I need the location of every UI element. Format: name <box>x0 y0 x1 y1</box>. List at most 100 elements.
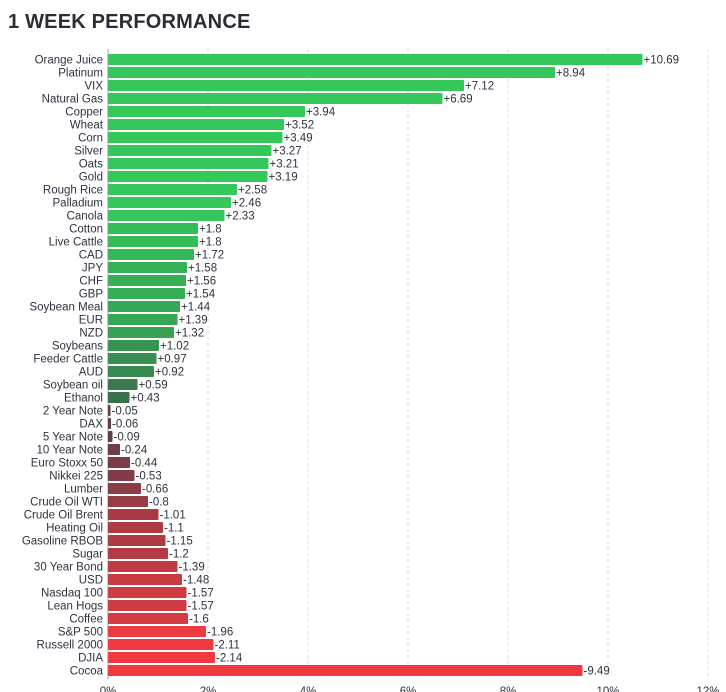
category-label: Natural Gas <box>42 94 104 106</box>
bar <box>108 67 555 78</box>
category-label: Russell 2000 <box>37 640 103 652</box>
category-label: Feeder Cattle <box>33 354 103 366</box>
x-tick-label: 10% <box>596 686 619 692</box>
category-label: 30 Year Bond <box>34 562 103 574</box>
value-label: +3.21 <box>270 159 299 171</box>
category-label: Nasdaq 100 <box>41 588 103 600</box>
category-label: Cocoa <box>70 666 104 678</box>
bar <box>108 665 583 676</box>
category-label: Rough Rice <box>43 185 103 197</box>
value-label: -1.6 <box>189 614 209 626</box>
value-label: +0.92 <box>155 367 184 379</box>
value-label: +1.02 <box>160 341 189 353</box>
category-label: CAD <box>79 250 103 262</box>
bar <box>108 106 305 117</box>
category-label: Live Cattle <box>49 237 103 249</box>
category-label: Soybean Meal <box>29 302 103 314</box>
chart-title: 1 WEEK PERFORMANCE <box>8 11 251 33</box>
category-label: 10 Year Note <box>36 445 103 457</box>
category-label: Orange Juice <box>35 55 103 67</box>
value-label: +10.69 <box>644 55 680 67</box>
value-label: +1.72 <box>195 250 224 262</box>
bar <box>108 288 185 299</box>
value-label: -1.01 <box>160 510 186 522</box>
value-label: -1.39 <box>179 562 205 574</box>
category-label: DAX <box>79 419 103 431</box>
category-label: Soybean oil <box>43 380 103 392</box>
value-label: +6.69 <box>444 94 473 106</box>
value-label: -1.1 <box>164 523 184 535</box>
value-label: +1.54 <box>186 289 216 301</box>
value-label: -0.8 <box>149 497 169 509</box>
value-label: -0.09 <box>114 432 140 444</box>
category-label: CHF <box>79 276 103 288</box>
value-label: +7.12 <box>465 81 494 93</box>
value-label: +8.94 <box>556 68 586 80</box>
bar <box>108 561 178 572</box>
category-label: GBP <box>79 289 104 301</box>
x-tick-label: 6% <box>400 686 417 692</box>
value-label: -0.05 <box>112 406 138 418</box>
category-label: Platinum <box>58 68 103 80</box>
value-label: +3.27 <box>273 146 302 158</box>
bar <box>108 652 215 663</box>
bar <box>108 483 141 494</box>
value-label: +0.97 <box>158 354 187 366</box>
category-label: Nikkei 225 <box>49 471 103 483</box>
bar <box>108 301 180 312</box>
value-label: +1.44 <box>181 302 211 314</box>
bar <box>108 80 464 91</box>
value-label: -0.66 <box>142 484 168 496</box>
category-label: 2 Year Note <box>43 406 103 418</box>
bar <box>108 405 111 416</box>
category-label: Lumber <box>64 484 103 496</box>
bar <box>108 457 130 468</box>
value-label: +3.94 <box>306 107 336 119</box>
value-label: +1.39 <box>179 315 208 327</box>
bar <box>108 119 284 130</box>
value-label: +2.58 <box>238 185 267 197</box>
category-label: JPY <box>82 263 103 275</box>
value-label: -0.24 <box>121 445 148 457</box>
value-label: +1.32 <box>175 328 204 340</box>
bar <box>108 600 187 611</box>
category-label: DJIA <box>78 653 103 665</box>
value-label: -2.11 <box>215 640 240 652</box>
bar <box>108 548 168 559</box>
bar <box>108 535 166 546</box>
category-label: Silver <box>74 146 103 158</box>
value-label: +1.8 <box>199 237 222 249</box>
category-label: Oats <box>79 159 104 171</box>
category-label: Sugar <box>72 549 103 561</box>
category-label: Copper <box>65 107 103 119</box>
bar <box>108 210 225 221</box>
bar <box>108 574 182 585</box>
value-label: -9.49 <box>584 666 610 678</box>
x-tick-label: 0% <box>100 686 117 692</box>
value-label: -2.14 <box>216 653 243 665</box>
category-label: Corn <box>78 133 103 145</box>
value-label: +1.58 <box>188 263 217 275</box>
category-label: Coffee <box>69 614 103 626</box>
bar <box>108 197 231 208</box>
category-label: Ethanol <box>64 393 103 405</box>
bar <box>108 145 272 156</box>
category-label: Crude Oil WTI <box>30 497 103 509</box>
value-label: +1.56 <box>187 276 216 288</box>
value-label: +2.46 <box>232 198 261 210</box>
x-tick-label: 2% <box>200 686 217 692</box>
value-label: -0.06 <box>112 419 138 431</box>
bar <box>108 327 174 338</box>
bar <box>108 418 111 429</box>
category-label: USD <box>79 575 103 587</box>
value-label: -1.96 <box>207 627 233 639</box>
value-label: -1.57 <box>188 588 214 600</box>
x-tick-label: 4% <box>300 686 317 692</box>
bar <box>108 496 148 507</box>
bar <box>108 522 163 533</box>
category-label: VIX <box>84 81 103 93</box>
category-label: Wheat <box>70 120 104 132</box>
value-label: +3.19 <box>269 172 298 184</box>
bar <box>108 340 159 351</box>
